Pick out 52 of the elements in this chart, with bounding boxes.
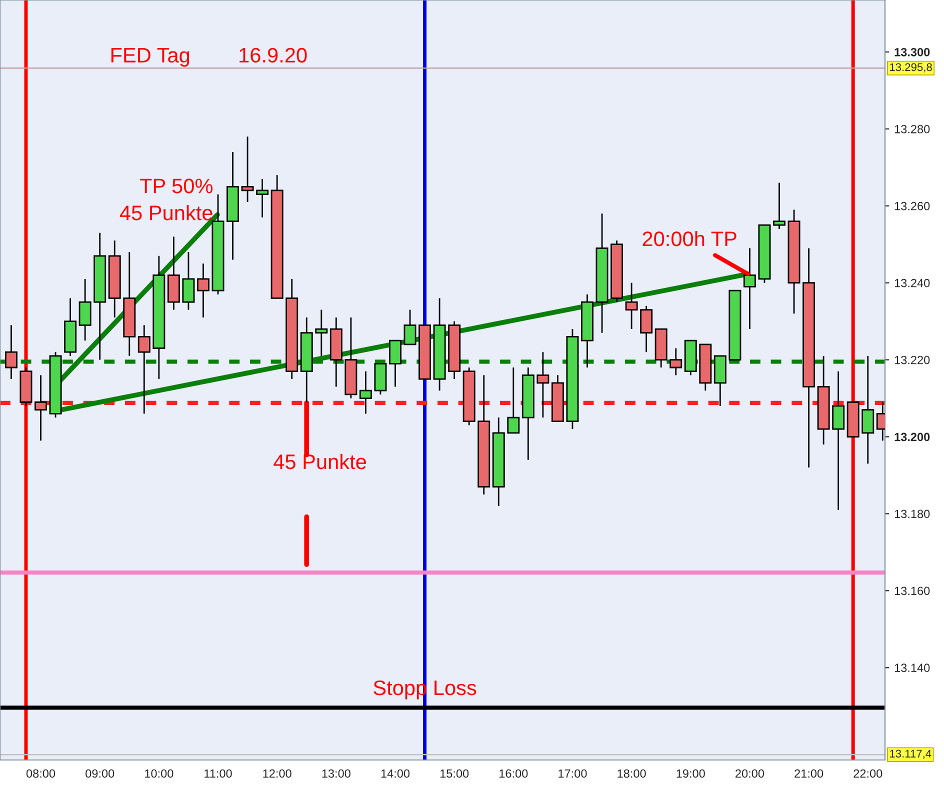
annotation: TP 50% 45 Punkte (120, 178, 213, 220)
ref-line-label: 13.117,4 (890, 750, 932, 759)
candlestick (196, 262, 210, 318)
x-tick-label: 22:00 (854, 769, 882, 778)
ref-line-label: 13.295,8 (890, 63, 932, 72)
candlestick (625, 282, 638, 330)
candlestick (862, 355, 874, 464)
x-tick-label: 21:00 (794, 769, 824, 778)
candlestick (4, 324, 18, 380)
x-tick-label: 08:00 (26, 769, 56, 778)
candlestick (536, 351, 550, 418)
text: FED Tag (111, 48, 190, 67)
x-tick-label: 10:00 (145, 769, 174, 778)
annotation: 20:00h TP (642, 230, 736, 246)
x-tick-label: 13:00 (322, 769, 350, 778)
x-tick-label: 12:00 (263, 769, 292, 778)
y-tick-label: 13.140 (894, 664, 930, 672)
x-tick-label: 11:00 (204, 769, 232, 778)
candlestick (832, 370, 845, 511)
x-tick-label: 09:00 (86, 769, 114, 778)
y-tick-label: 13.260 (894, 202, 930, 210)
y-tick-label: 13.280 (894, 124, 930, 134)
candlestick (507, 366, 520, 434)
text: 16.9.20 (240, 48, 307, 63)
candlestick (241, 136, 254, 203)
x-tick-label: 17:00 (558, 769, 587, 778)
candlestick (743, 248, 756, 330)
y-tick-label: 13.240 (894, 278, 930, 288)
candlestick (78, 278, 92, 342)
candlestick (404, 309, 416, 346)
x-tick-label: 19:00 (676, 769, 705, 778)
y-tick-label: 13.180 (894, 510, 930, 518)
x-tick-label: 15:00 (440, 769, 469, 778)
candlestick (34, 374, 47, 442)
candlestick (182, 251, 195, 310)
candlestick (773, 182, 786, 230)
candlestick (138, 324, 150, 414)
y-tick-label: 13.160 (894, 586, 930, 596)
x-tick-label: 20:00 (736, 769, 764, 778)
y-tick-label: 13.220 (894, 356, 930, 364)
x-tick-label: 16:00 (500, 769, 528, 778)
candlestick (359, 370, 372, 414)
x-tick-label: 14:00 (381, 769, 410, 778)
candlestick (670, 348, 682, 376)
candlestick (256, 178, 269, 218)
x-tick-label: 18:00 (618, 769, 646, 778)
candlestick (640, 305, 653, 353)
annotation: 45 Punkte (274, 454, 366, 470)
y-tick-label: 13.300 (894, 48, 930, 56)
y-tick-label: 13.200 (894, 432, 930, 442)
candlestick (315, 309, 328, 357)
candlestick (389, 340, 402, 388)
